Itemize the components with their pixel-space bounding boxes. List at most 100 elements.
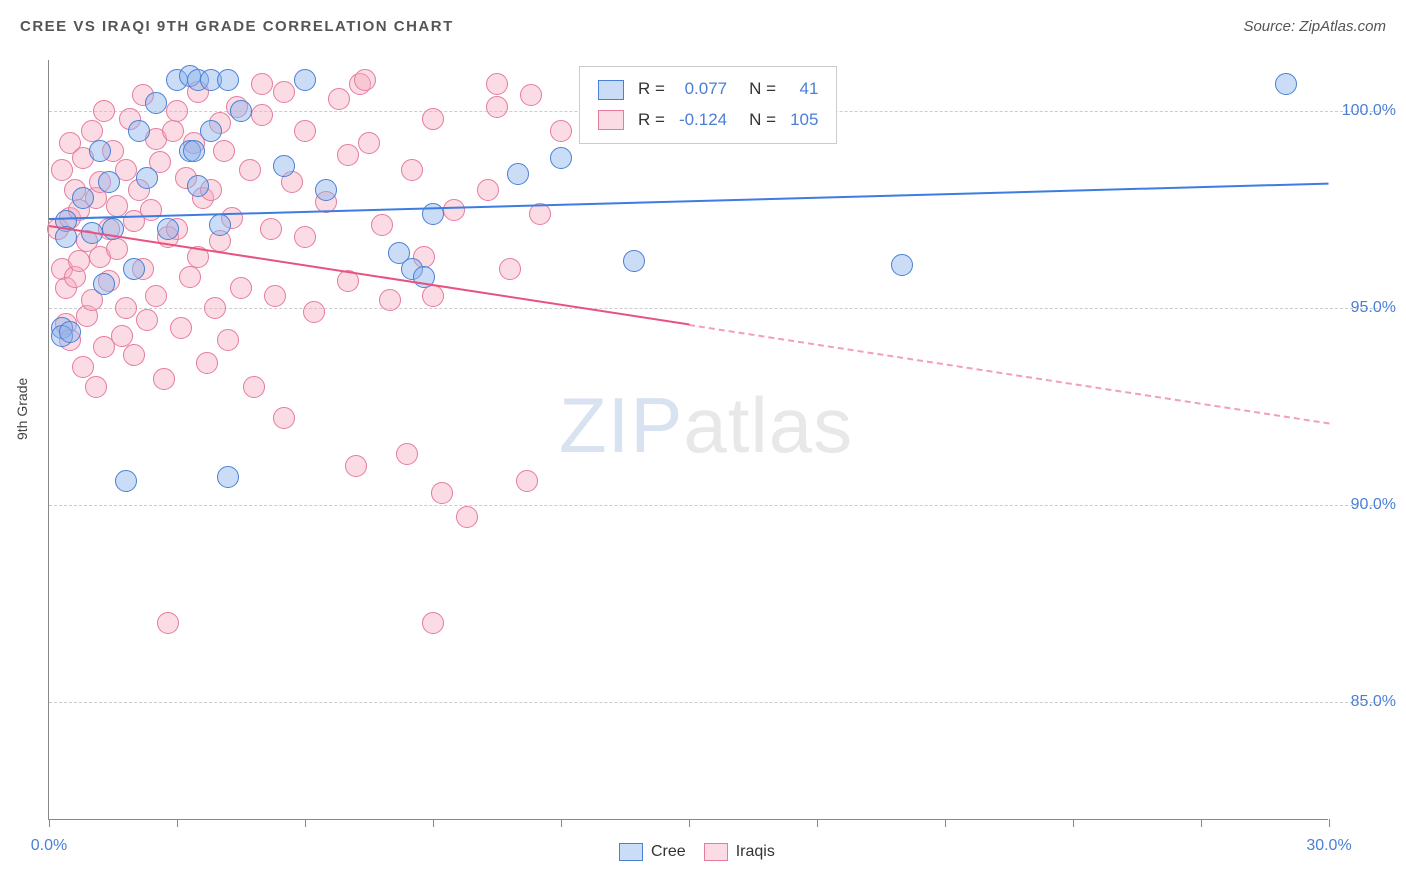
cree-point — [315, 179, 337, 201]
iraqi-point — [243, 376, 265, 398]
iraqi-point — [81, 120, 103, 142]
iraqi-point — [196, 352, 218, 374]
legend-item-iraqi: Iraqis — [704, 843, 775, 861]
gridline — [49, 308, 1378, 309]
gridline — [49, 702, 1378, 703]
legend-swatch-iraqi — [704, 843, 728, 861]
legend-row: R =-0.124N =105 — [592, 106, 824, 135]
iraqi-point — [213, 140, 235, 162]
cree-point — [422, 203, 444, 225]
cree-point — [217, 69, 239, 91]
legend-swatch-iraqi — [598, 110, 624, 130]
iraqi-point — [145, 285, 167, 307]
iraqi-point — [273, 407, 295, 429]
iraqi-point — [354, 69, 376, 91]
iraqi-point — [273, 81, 295, 103]
iraqi-point — [456, 506, 478, 528]
cree-point — [209, 214, 231, 236]
iraqi-point — [401, 159, 423, 181]
series-legend: Cree Iraqis — [619, 843, 775, 861]
iraqi-point — [217, 329, 239, 351]
iraqi-point — [153, 368, 175, 390]
iraqi-point — [230, 277, 252, 299]
iraqi-point — [422, 285, 444, 307]
cree-point — [123, 258, 145, 280]
iraqi-point — [68, 250, 90, 272]
iraqi-point — [303, 301, 325, 323]
cree-point — [115, 470, 137, 492]
r-value: 0.077 — [673, 75, 733, 104]
legend-swatch-cree — [598, 80, 624, 100]
cree-trendline — [49, 182, 1329, 219]
iraqi-point — [115, 297, 137, 319]
iraqi-point — [422, 612, 444, 634]
cree-point — [273, 155, 295, 177]
iraqi-trendline-dashed — [689, 324, 1329, 424]
xtick-label: 0.0% — [31, 837, 67, 855]
iraqi-point — [486, 73, 508, 95]
iraqi-point — [443, 199, 465, 221]
watermark: ZIPatlas — [559, 380, 853, 471]
iraqi-point — [516, 470, 538, 492]
iraqi-point — [136, 309, 158, 331]
iraqi-point — [431, 482, 453, 504]
legend-item-cree: Cree — [619, 843, 686, 861]
gridline — [49, 505, 1378, 506]
plot-area: ZIPatlas 85.0%90.0%95.0%100.0%0.0%30.0%R… — [48, 60, 1328, 820]
n-value: 105 — [784, 106, 824, 135]
cree-point — [507, 163, 529, 185]
iraqi-point — [337, 144, 359, 166]
legend-label: Iraqis — [736, 843, 775, 861]
r-value: -0.124 — [673, 106, 733, 135]
iraqi-point — [294, 226, 316, 248]
iraqi-point — [106, 238, 128, 260]
iraqi-point — [170, 317, 192, 339]
cree-point — [136, 167, 158, 189]
n-label: N = — [735, 106, 782, 135]
legend-label: Cree — [651, 843, 686, 861]
iraqi-point — [520, 84, 542, 106]
ytick-label: 85.0% — [1351, 693, 1396, 711]
xtick-label: 30.0% — [1306, 837, 1351, 855]
xtick — [689, 819, 690, 827]
cree-point — [98, 171, 120, 193]
iraqi-point — [260, 218, 282, 240]
iraqi-point — [477, 179, 499, 201]
iraqi-point — [251, 73, 273, 95]
cree-point — [93, 273, 115, 295]
xtick — [561, 819, 562, 827]
ytick-label: 90.0% — [1351, 496, 1396, 514]
cree-point — [550, 147, 572, 169]
xtick — [1201, 819, 1202, 827]
xtick — [945, 819, 946, 827]
iraqi-point — [396, 443, 418, 465]
iraqi-point — [379, 289, 401, 311]
ytick-label: 95.0% — [1351, 299, 1396, 317]
legend-swatch-cree — [619, 843, 643, 861]
correlation-table: R =0.077N =41R =-0.124N =105 — [590, 73, 826, 137]
iraqi-point — [93, 100, 115, 122]
cree-point — [72, 187, 94, 209]
cree-point — [89, 140, 111, 162]
cree-point — [891, 254, 913, 276]
iraqi-point — [328, 88, 350, 110]
iraqi-point — [239, 159, 261, 181]
cree-point — [623, 250, 645, 272]
xtick — [1329, 819, 1330, 827]
cree-point — [294, 69, 316, 91]
iraqi-point — [294, 120, 316, 142]
n-value: 41 — [784, 75, 824, 104]
iraqi-point — [371, 214, 393, 236]
n-label: N = — [735, 75, 782, 104]
cree-point — [1275, 73, 1297, 95]
cree-point — [187, 175, 209, 197]
iraqi-point — [123, 344, 145, 366]
xtick — [433, 819, 434, 827]
xtick — [305, 819, 306, 827]
iraqi-point — [179, 266, 201, 288]
watermark-atlas: atlas — [683, 381, 853, 469]
iraqi-point — [111, 325, 133, 347]
cree-point — [157, 218, 179, 240]
iraqi-point — [550, 120, 572, 142]
r-label: R = — [632, 106, 671, 135]
